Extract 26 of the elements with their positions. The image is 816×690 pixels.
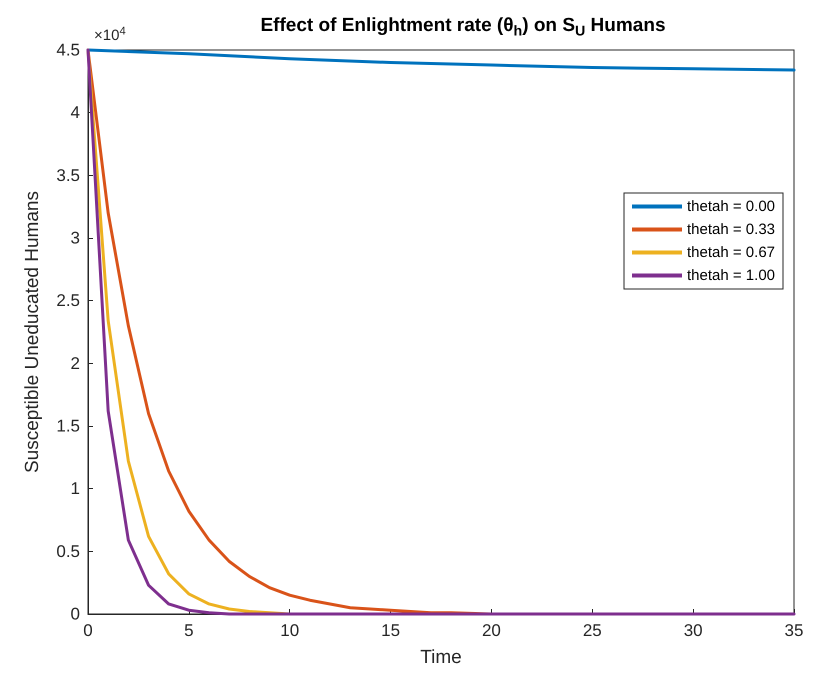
x-tick-label: 10 <box>280 621 300 640</box>
y-tick-label: 2 <box>70 354 80 373</box>
y-tick-label: 0.5 <box>56 542 80 561</box>
x-tick-label: 25 <box>582 621 602 640</box>
y-tick-label: 3 <box>70 228 80 248</box>
y-tick-label: 4.5 <box>56 40 80 60</box>
y-tick-label: 2.5 <box>56 291 80 310</box>
legend-label: thetah = 1.00 <box>687 267 776 284</box>
x-tick-label: 15 <box>381 621 400 640</box>
x-tick-label: 30 <box>684 621 703 640</box>
x-tick-label: 5 <box>184 621 194 640</box>
line-series <box>86 48 796 72</box>
legend-label: thetah = 0.67 <box>687 244 776 261</box>
y-tick-label: 3.5 <box>56 166 80 185</box>
y-tick-label: 0 <box>70 604 80 624</box>
y-tick-label: 1 <box>70 479 80 498</box>
y-tick-label: 1.5 <box>56 416 80 436</box>
y-axis-title: Susceptible Uneducated Humans <box>22 190 43 474</box>
x-tick-label: 0 <box>83 621 93 640</box>
x-axis-title: Time <box>420 647 462 668</box>
legend-label: thetah = 0.33 <box>687 221 776 238</box>
legend-label: thetah = 0.00 <box>687 198 776 215</box>
line-series <box>86 48 796 616</box>
x-tick-label: 35 <box>784 621 804 640</box>
x-tick-label: 20 <box>482 621 501 640</box>
y-tick-label: 4 <box>70 103 80 122</box>
